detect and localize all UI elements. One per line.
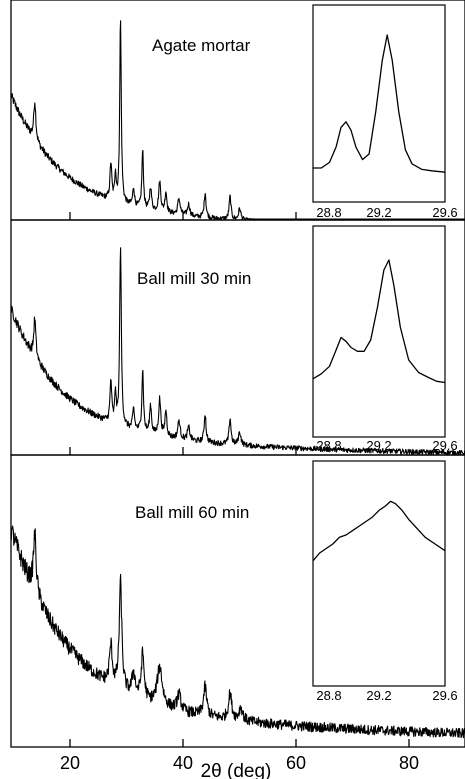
- panel-label: Ball mill 30 min: [137, 269, 251, 288]
- inset-tick-label: 29.6: [432, 205, 457, 220]
- panel-ball-mill-30: Ball mill 30 min 28.8 29.2 29.6: [10, 219, 465, 456]
- inset-tick-label: 29.2: [366, 688, 391, 703]
- inset-peak-line: [313, 34, 446, 173]
- xrd-pattern-line: [10, 247, 465, 455]
- inset-frame: [312, 225, 446, 438]
- x-axis: 20 40 60 80 2θ (deg): [60, 753, 419, 779]
- panel-frame: [10, 454, 465, 748]
- inset-tick-label: 29.6: [432, 438, 457, 453]
- panel-label: Agate mortar: [152, 36, 251, 55]
- x-tick-label: 20: [60, 753, 80, 773]
- x-axis-title: 2θ (deg): [201, 761, 272, 779]
- inset-peak-line: [312, 259, 446, 384]
- panel-agate-mortar: Agate mortar 28.8 29.2 29.6: [10, 0, 465, 221]
- panel-ball-mill-60: Ball mill 60 min 28.8 29.2 29.6: [10, 454, 465, 748]
- x-tick-label: 60: [286, 753, 306, 773]
- xrd-pattern-line: [10, 525, 465, 739]
- x-tick-label: 40: [173, 753, 193, 773]
- inset-tick-label: 28.8: [316, 205, 341, 220]
- inset-tick-label: 29.6: [432, 688, 457, 703]
- x-tick-label: 80: [399, 753, 419, 773]
- panel-label: Ball mill 60 min: [135, 503, 249, 522]
- inset-tick-label: 28.8: [316, 688, 341, 703]
- inset-tick-label: 29.2: [366, 205, 391, 220]
- inset-frame: [312, 460, 446, 687]
- inset-peak-line: [312, 500, 446, 562]
- inset-frame: [312, 4, 446, 203]
- xrd-pattern-line: [10, 20, 465, 220]
